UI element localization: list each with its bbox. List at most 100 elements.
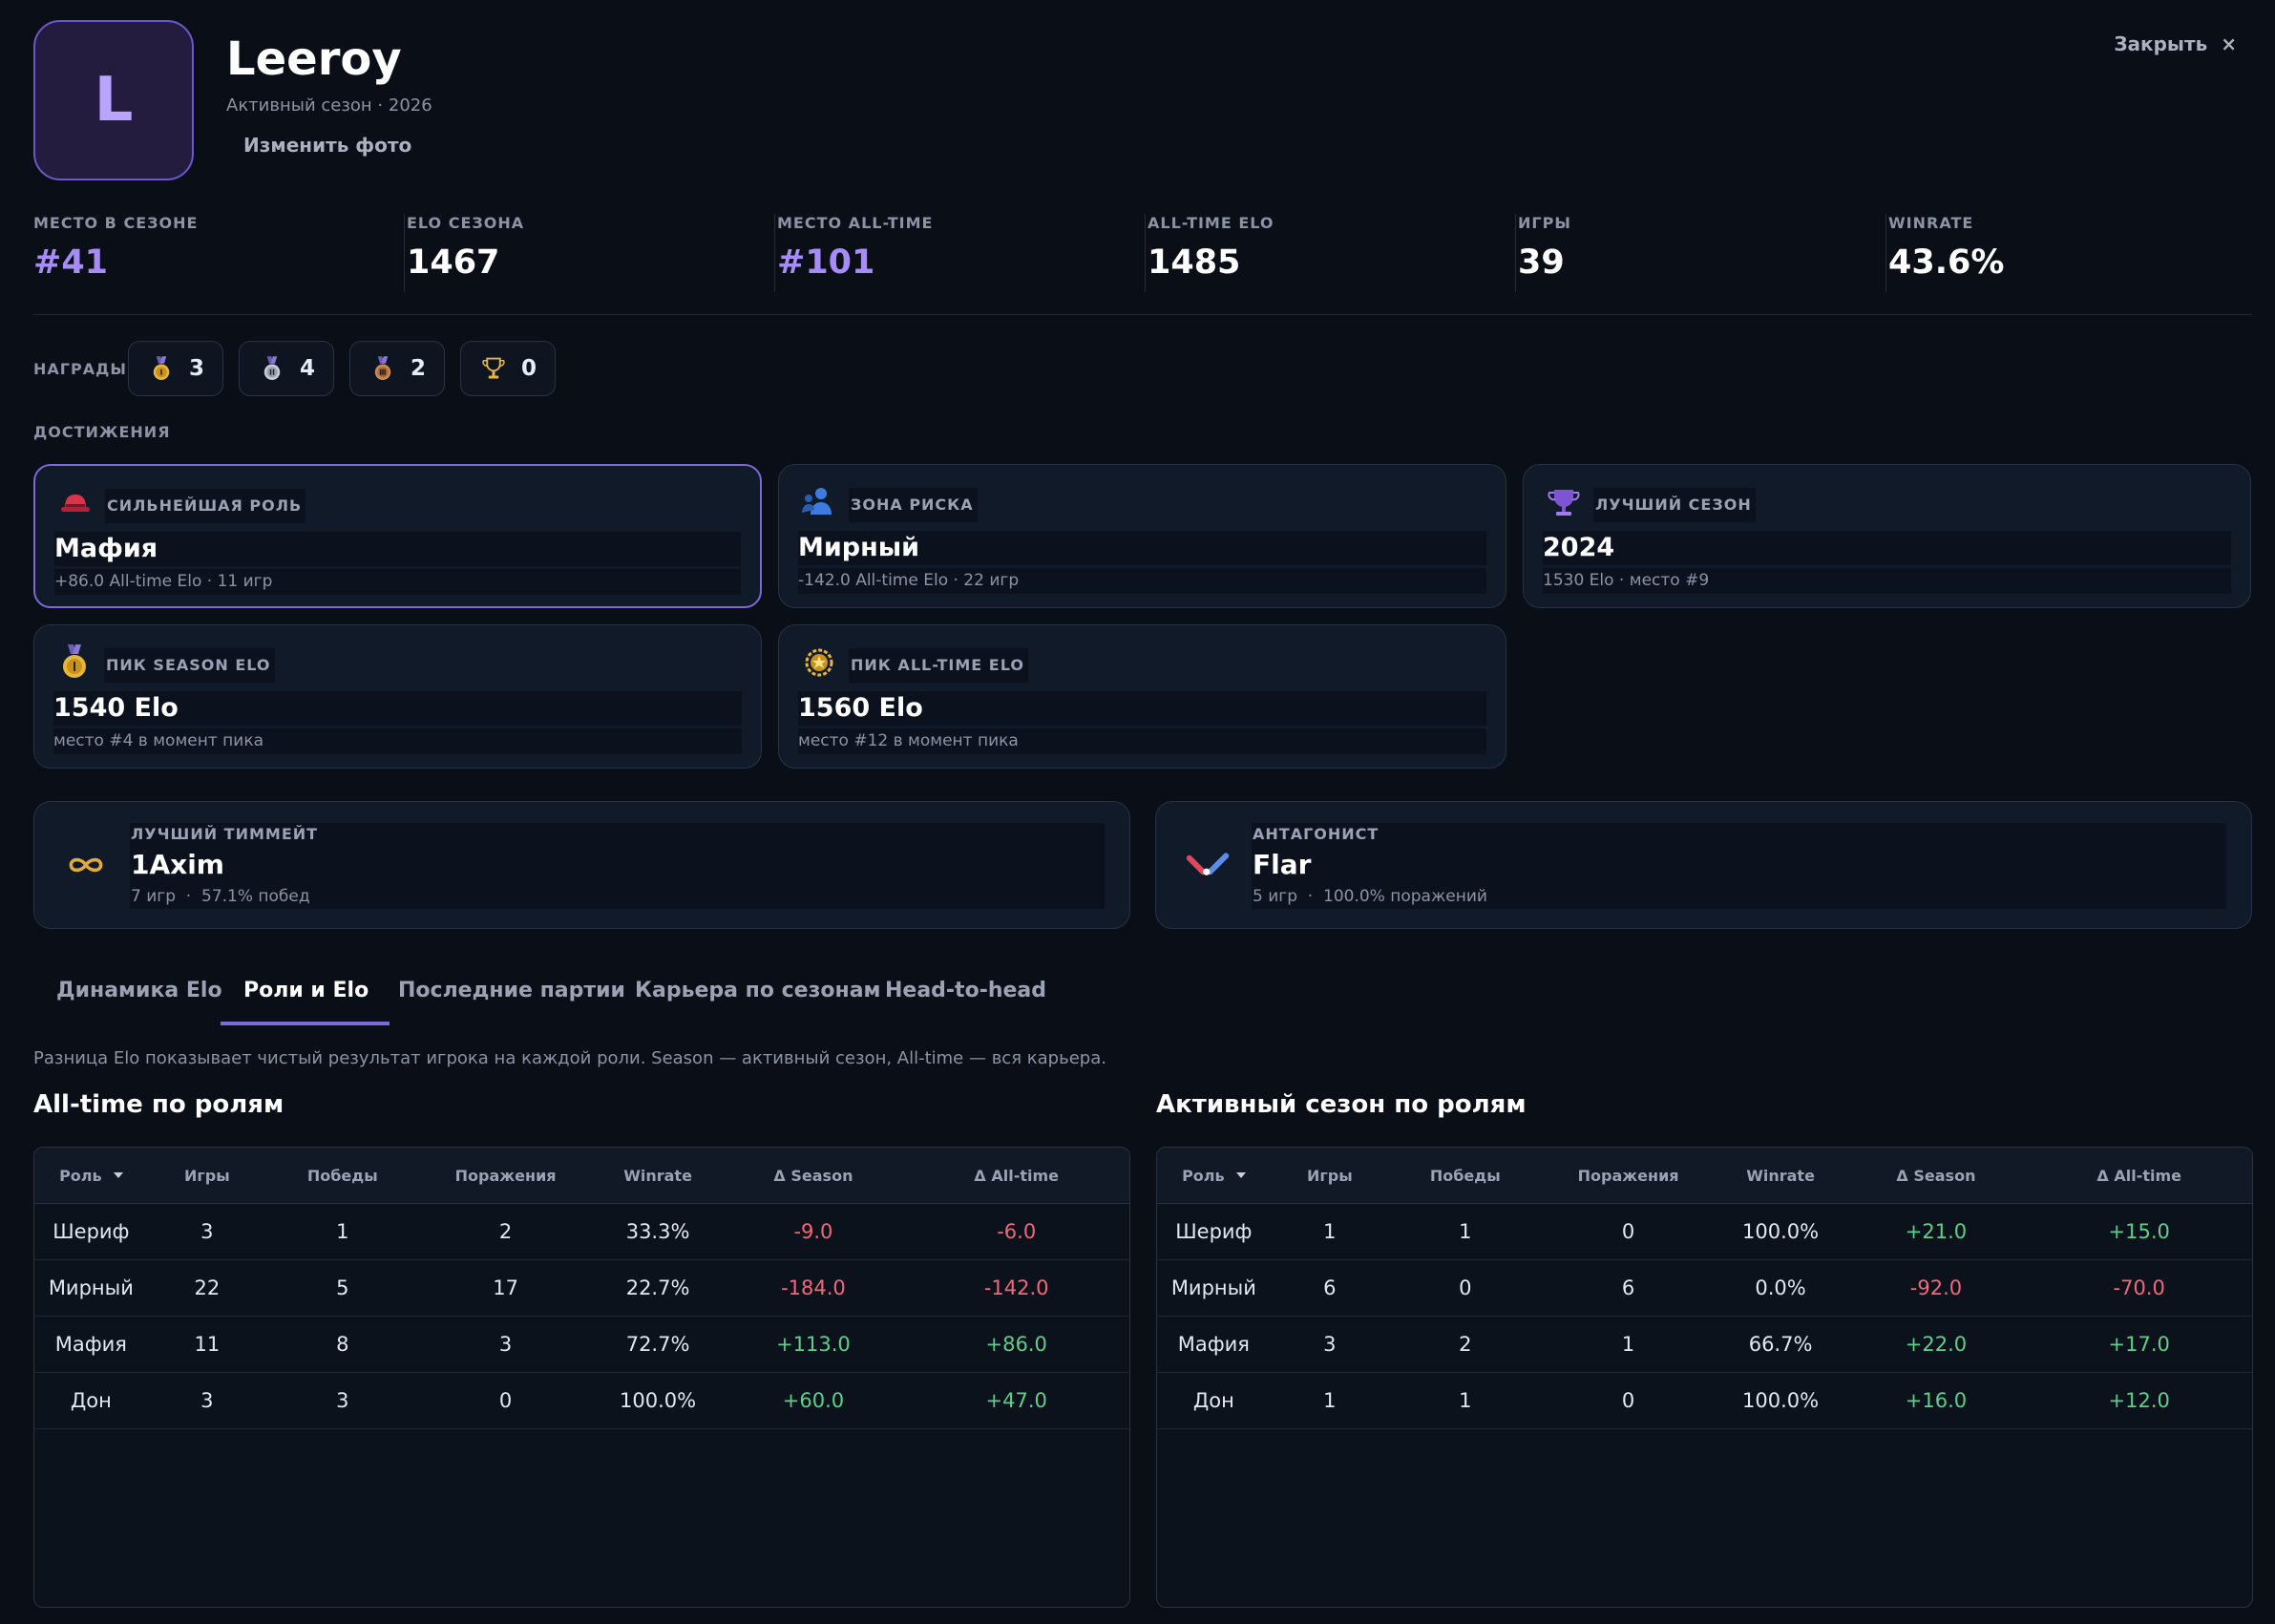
partner-band [130,823,1105,909]
avatar: L [33,20,194,180]
award-icon [258,354,286,383]
partner-card: АНТАГОНИСТ Flar 5 игр · 100.0% поражений [1155,801,2252,929]
column-label: Winrate [623,1166,692,1185]
table-cell: 33.3% [592,1203,724,1260]
stat: ELO СЕЗОНА 1467 [404,214,777,292]
table-row: Мафия 11 8 3 72.7% +113.0 +86.0 [34,1316,1129,1373]
sort-caret [1235,1171,1246,1178]
achievements-label: ДОСТИЖЕНИЯ [33,423,171,441]
close-button[interactable]: Закрыть × [2114,32,2237,55]
stat-label: ALL-TIME ELO [1148,214,1274,232]
column-header: Поражения [418,1148,593,1204]
column-header[interactable]: Роль [1157,1148,1271,1204]
season-subtitle: Активный сезон · 2026 [226,95,432,116]
partner-detail: 7 игр · 57.1% побед [131,887,310,906]
table-row: Шериф 1 1 0 100.0% +21.0 +15.0 [1157,1203,2252,1260]
table-cell: 22.7% [592,1259,724,1317]
column-label: Δ All-time [2096,1166,2181,1185]
table-box: Роль Игры Победы Поражения Winrate Δ Season Δ … [1156,1147,2253,1608]
partner-name: 1Axim [131,849,224,880]
table-cell: +22.0 [1845,1316,2027,1373]
column-label: Winrate [1746,1166,1815,1185]
table-cell: -184.0 [723,1259,904,1317]
header-row: Роль Игры Победы Поражения Winrate Δ Season Δ … [34,1148,1129,1204]
tab[interactable]: Динамика Elo [56,979,222,1002]
table-cell: Мирный [34,1259,148,1317]
awards-label: НАГРАДЫ [33,360,127,378]
achievement-detail: место #4 в момент пика [53,728,742,754]
table-cell: 1 [1270,1372,1390,1429]
partner-detail: 5 игр · 100.0% поражений [1253,887,1487,906]
achievement-card: ЗОНА РИСКА Мирный -142.0 All-time Elo · 22… [778,464,1506,608]
column-header[interactable]: Роль [34,1148,148,1204]
table-cell: 100.0% [1715,1203,1846,1260]
column-label: Победы [306,1166,378,1185]
icon [374,356,391,380]
tab[interactable]: Последние партии [398,979,625,1002]
achievement-value: 1540 Elo [53,691,742,726]
stat-label: МЕСТО В СЕЗОНЕ [33,214,199,232]
award-pill: 4 [239,341,334,396]
icon [63,644,86,678]
table-cell: 100.0% [1715,1372,1846,1429]
sort-caret [113,1171,123,1178]
stat: МЕСТО ALL-TIME #101 [774,214,1148,292]
column-label: Игры [184,1166,230,1185]
note: Разница Elo показывает чистый результат … [33,1048,1106,1068]
table-cell: 8 [266,1316,419,1373]
table-cell: 1 [1389,1372,1542,1429]
table-cell: +60.0 [723,1372,904,1429]
stat-label: WINRATE [1888,214,1974,232]
partner-band [1252,823,2226,909]
achievement-detail: -142.0 All-time Elo · 22 игр [798,568,1486,594]
achievement-title: ЛУЧШИЙ СЕЗОН [1593,488,1756,522]
icon [153,356,170,380]
icon [69,857,103,873]
tab[interactable]: Карьера по сезонам [635,979,881,1002]
column-label: Игры [1307,1166,1353,1185]
table-head: Роль Игры Победы Поражения Winrate Δ Season Δ … [34,1148,1129,1204]
award-count: 0 [520,356,537,381]
achievement-value: Мафия [54,532,741,566]
table-title: All-time по ролям [33,1090,284,1119]
table-head: Роль Игры Победы Поражения Winrate Δ Season Δ … [1157,1148,2252,1204]
partner-title: ЛУЧШИЙ ТИММЕЙТ [131,825,319,843]
column-header: Δ Season [723,1148,904,1204]
table-cell: Дон [1157,1372,1271,1429]
table-cell: 0 [1541,1372,1716,1429]
icon [1548,490,1580,516]
table-cell: 3 [266,1372,419,1429]
tab[interactable]: Head-to-head [885,979,1046,1002]
icon [263,356,281,380]
table-cell: 22 [147,1259,267,1317]
icon [1186,853,1230,875]
table-cell: Мирный [1157,1259,1271,1317]
stat: ALL-TIME ELO 1485 [1145,214,1518,292]
player-name: Leeroy [226,32,402,86]
change-photo-button[interactable]: Изменить фото [243,134,412,157]
table-cell: -9.0 [723,1203,904,1260]
column-label: Победы [1429,1166,1501,1185]
column-header: Δ Season [1845,1148,2027,1204]
column-label: Роль [59,1166,102,1185]
stat-label: МЕСТО ALL-TIME [777,214,934,232]
table-cell: Шериф [1157,1203,1271,1260]
table-cell: 3 [147,1203,267,1260]
table-row: Мирный 22 5 17 22.7% -184.0 -142.0 [34,1259,1129,1317]
stat-value: 1467 [407,243,500,282]
table-row: Мафия 3 2 1 66.7% +22.0 +17.0 [1157,1316,2252,1373]
table-cell: -6.0 [903,1203,1129,1260]
column-label: Поражения [454,1166,557,1185]
achievement-value: 2024 [1543,531,2231,565]
achievement-card: ПИК ALL-TIME ELO 1560 Elo место #12 в моме… [778,624,1506,769]
tab[interactable]: Роли и Elo [221,979,390,1025]
table-cell: 3 [418,1316,593,1373]
icon [482,357,505,379]
column-header: Победы [266,1148,419,1204]
award-icon [369,354,397,383]
achievement-icon [800,643,838,681]
achievement-icon [1545,482,1583,520]
column-header: Игры [1270,1148,1390,1204]
stat-label: ELO СЕЗОНА [407,214,525,232]
